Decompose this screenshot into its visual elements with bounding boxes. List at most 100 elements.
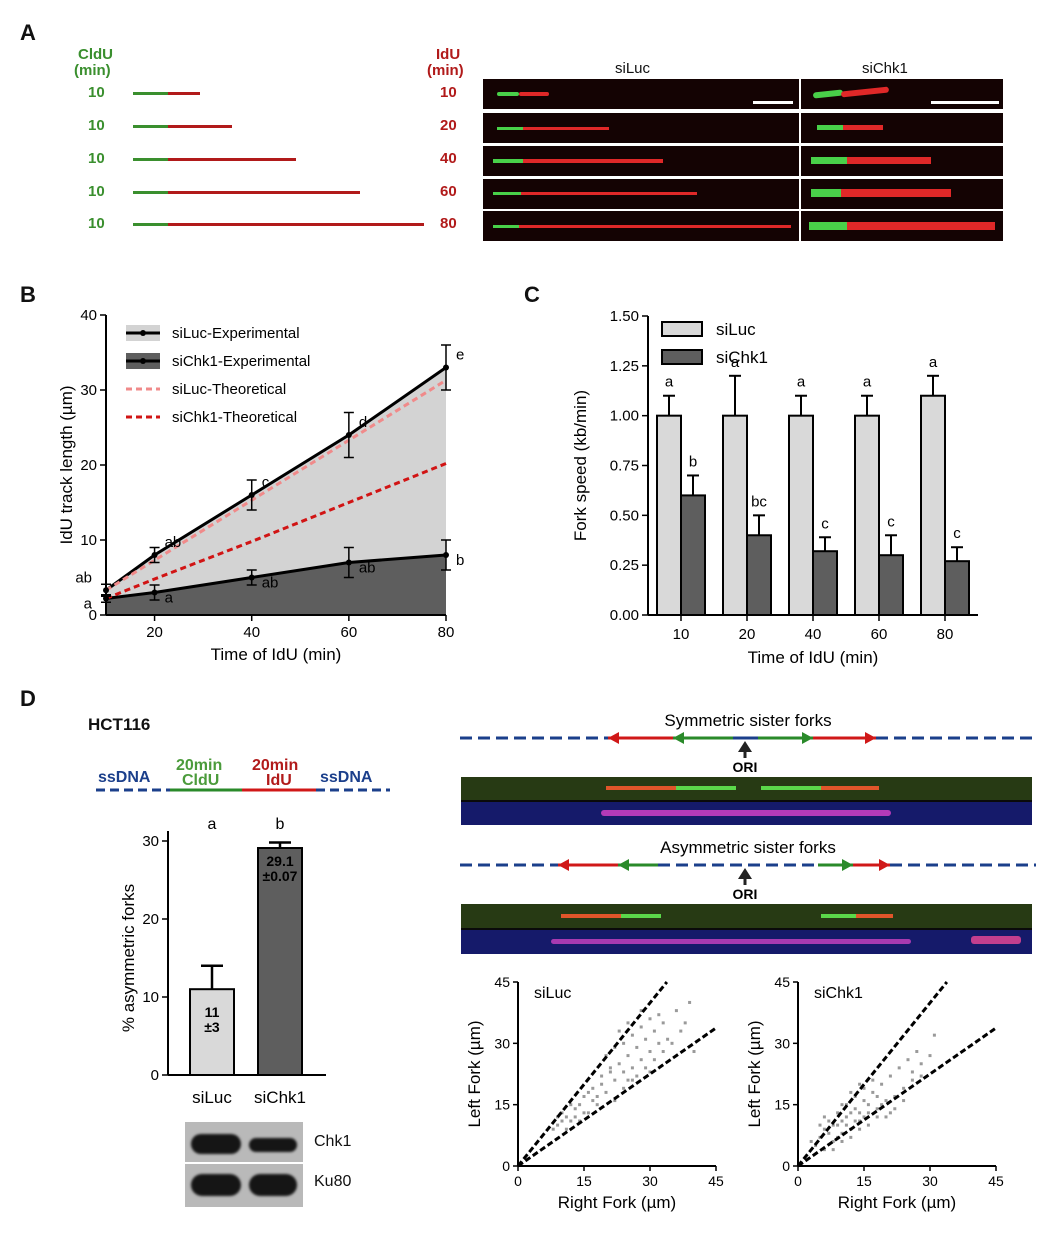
symmetric-title: Symmetric sister forks (664, 711, 831, 730)
data-point (600, 1074, 604, 1078)
data-point (617, 1029, 621, 1033)
y-tick-label: 0.75 (610, 458, 639, 475)
reference-line (517, 1026, 717, 1168)
cldu-time-value: 10 (88, 215, 105, 232)
legend-swatch (661, 321, 703, 337)
x-tick-label: siLuc (192, 1088, 232, 1107)
significance-letter: d (359, 414, 367, 431)
fiber-image-sichk1-60 (800, 178, 1004, 210)
blot-label-ku80: Ku80 (314, 1173, 352, 1190)
data-point (578, 1119, 582, 1123)
data-point (635, 1045, 639, 1049)
idu-time-label: 20min (252, 757, 298, 774)
y-tick-label: 10 (80, 532, 97, 549)
x-tick-label: 60 (341, 624, 358, 641)
bar-value-label: ±3 (204, 1019, 220, 1035)
x-tick-label: 45 (988, 1173, 1004, 1189)
data-point (569, 1103, 573, 1107)
cldu-segment (133, 125, 168, 128)
data-point (814, 1144, 818, 1148)
col-label-sichk1: siChk1 (862, 60, 908, 77)
bar-sichk1 (680, 494, 706, 616)
data-point (345, 432, 352, 438)
data-point (586, 1111, 590, 1115)
plot-title: siChk1 (814, 985, 863, 1002)
data-point (648, 1070, 652, 1074)
data-point (622, 1070, 626, 1074)
bar-siluc (788, 414, 814, 616)
significance-letter: c (887, 513, 895, 530)
data-point (578, 1103, 582, 1107)
idu-segment (168, 158, 296, 161)
sichk1-theoretical-line (105, 462, 447, 600)
x-tick-label: 40 (805, 626, 822, 643)
data-point (910, 1070, 914, 1074)
cldu-time-value: 10 (88, 183, 105, 200)
x-tick-label: 20 (146, 624, 163, 641)
data-point (345, 559, 352, 566)
data-point (608, 1066, 612, 1070)
fiber-image-sichk1-10 (800, 78, 1004, 110)
y-tick-label: 45 (494, 974, 510, 990)
bar-sichk1 (878, 554, 904, 616)
data-point (595, 1103, 599, 1107)
cldu-header: CldU (78, 46, 113, 63)
labeling-schematic: ssDNA 20min CldU 20min IdU ssDNA (96, 757, 390, 792)
data-point (915, 1050, 919, 1054)
col-label-siluc: siLuc (615, 60, 651, 77)
significance-letter: c (953, 525, 961, 542)
data-point (822, 1127, 826, 1131)
cldu-time-value: 10 (88, 84, 105, 101)
y-tick-label: 0 (782, 1158, 790, 1174)
ori-label-symmetric: ORI (733, 759, 758, 775)
bar-sichk1 (746, 534, 772, 616)
data-point (683, 1021, 687, 1025)
significance-letter: c (262, 474, 270, 491)
data-point (880, 1082, 884, 1086)
significance-letter: ab (262, 575, 279, 592)
y-tick-label: 20 (80, 457, 97, 474)
data-point (919, 1074, 923, 1078)
y-axis-label: IdU track length (µm) (57, 385, 76, 544)
data-point (595, 1094, 599, 1098)
data-point (875, 1115, 879, 1119)
data-point (831, 1123, 835, 1127)
data-point (630, 1033, 634, 1037)
chk1-band-siluc (191, 1134, 241, 1154)
data-point (858, 1119, 862, 1123)
significance-letter: a (84, 596, 93, 613)
bar-siluc (854, 414, 880, 616)
data-point (443, 364, 449, 371)
data-point (657, 1041, 661, 1045)
x-tick-label: 10 (673, 626, 690, 643)
data-point (858, 1111, 862, 1115)
asymmetric-fiber-image (461, 904, 1032, 954)
data-point (670, 1041, 674, 1045)
data-point (573, 1107, 577, 1111)
bar-sichk1 (257, 847, 303, 1076)
data-point (569, 1119, 573, 1123)
data-point (564, 1127, 568, 1131)
x-tick-label: 30 (922, 1173, 938, 1189)
fiber-image-sichk1-20 (800, 112, 1004, 144)
significance-letter: ab (359, 560, 376, 577)
idu-time-value: 40 (440, 150, 457, 167)
data-point (652, 1058, 656, 1062)
data-point (928, 1054, 932, 1058)
y-axis-label: Left Fork (µm) (745, 1020, 764, 1127)
x-tick-label: 30 (642, 1173, 658, 1189)
data-point (818, 1123, 822, 1127)
data-point (604, 1090, 608, 1094)
data-point (906, 1058, 910, 1062)
panel-letter-d: D (20, 686, 36, 711)
y-tick-label: 20 (142, 911, 159, 928)
track-length-line-chart: ab ab c d e a a ab ab b 0 10 20 30 40 20 40 60 80 Time of I… (57, 307, 464, 664)
data-point (862, 1115, 866, 1119)
y-axis-label: % asymmetric forks (119, 884, 138, 1032)
cldu-segment (133, 158, 168, 161)
ku80-band-sichk1 (249, 1174, 297, 1196)
data-point (919, 1062, 923, 1066)
data-point (644, 1037, 648, 1041)
data-point (827, 1131, 831, 1135)
x-axis-label: Time of IdU (min) (748, 648, 879, 667)
